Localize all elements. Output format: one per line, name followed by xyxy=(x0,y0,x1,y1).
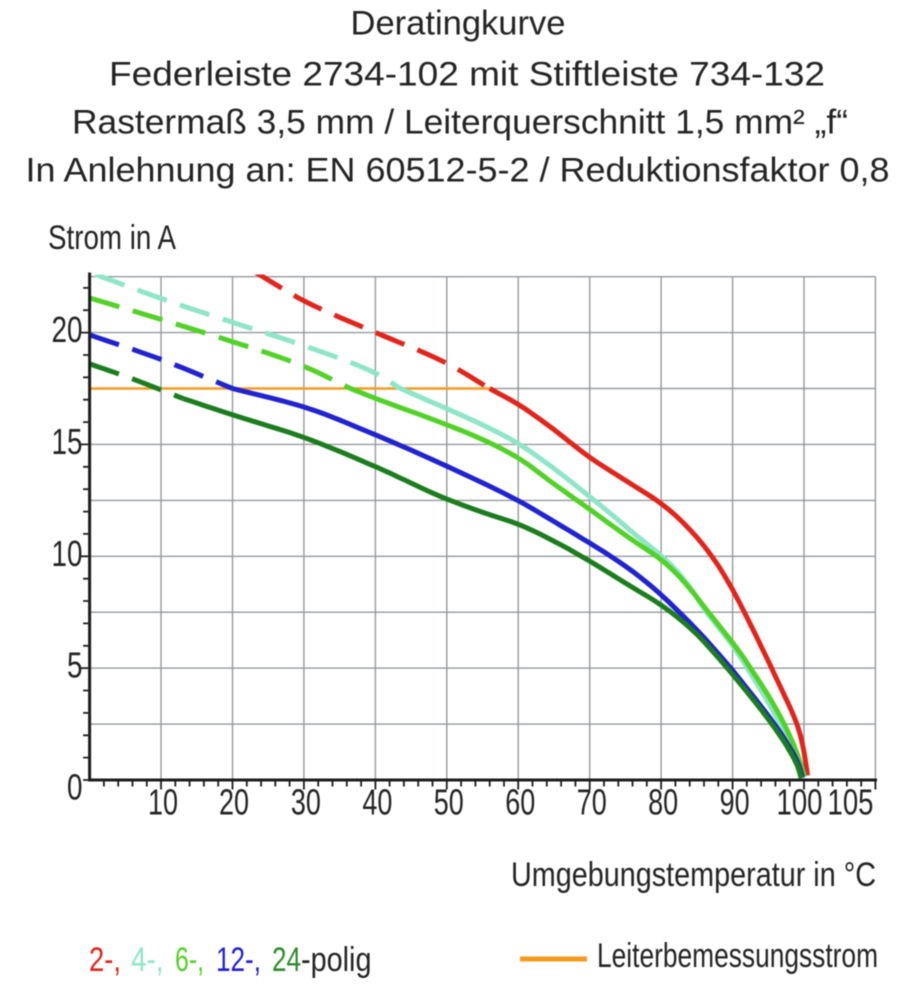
svg-text:6-,: 6-, xyxy=(175,941,204,979)
svg-text:105: 105 xyxy=(828,782,874,823)
svg-text:12-,: 12-, xyxy=(216,941,261,979)
svg-text:15: 15 xyxy=(52,421,83,462)
svg-text:90: 90 xyxy=(720,782,750,823)
svg-text:4-,: 4-, xyxy=(131,941,164,979)
svg-text:100: 100 xyxy=(777,782,823,823)
svg-text:20: 20 xyxy=(52,309,83,350)
svg-text:70: 70 xyxy=(577,782,607,823)
svg-text:Umgebungstemperatur in °C: Umgebungstemperatur in °C xyxy=(511,856,876,894)
svg-text:Leiterbemessungsstrom: Leiterbemessungsstrom xyxy=(597,937,878,975)
svg-text:30: 30 xyxy=(291,782,321,823)
svg-text:10: 10 xyxy=(148,782,178,823)
svg-text:40: 40 xyxy=(362,782,392,823)
svg-text:50: 50 xyxy=(434,782,464,823)
svg-text:10: 10 xyxy=(52,533,83,574)
svg-text:80: 80 xyxy=(648,782,678,823)
svg-text:Rastermaß 3,5 mm / Leiterquers: Rastermaß 3,5 mm / Leiterquerschnitt 1,5… xyxy=(72,104,848,142)
svg-text:-polig: -polig xyxy=(301,941,372,979)
svg-text:Strom in A: Strom in A xyxy=(48,219,176,257)
svg-text:Deratingkurve: Deratingkurve xyxy=(351,5,566,43)
svg-text:In Anlehnung an: EN 60512-5-2: In Anlehnung an: EN 60512-5-2 / Reduktio… xyxy=(26,152,890,190)
svg-text:Federleiste 2734-102 mit Stift: Federleiste 2734-102 mit Stiftleiste 734… xyxy=(109,56,825,94)
svg-text:20: 20 xyxy=(219,782,249,823)
svg-text:5: 5 xyxy=(67,645,83,686)
svg-text:0: 0 xyxy=(67,767,83,808)
svg-text:60: 60 xyxy=(505,782,535,823)
svg-text:24: 24 xyxy=(272,941,301,979)
svg-text:2-,: 2-, xyxy=(89,941,121,979)
